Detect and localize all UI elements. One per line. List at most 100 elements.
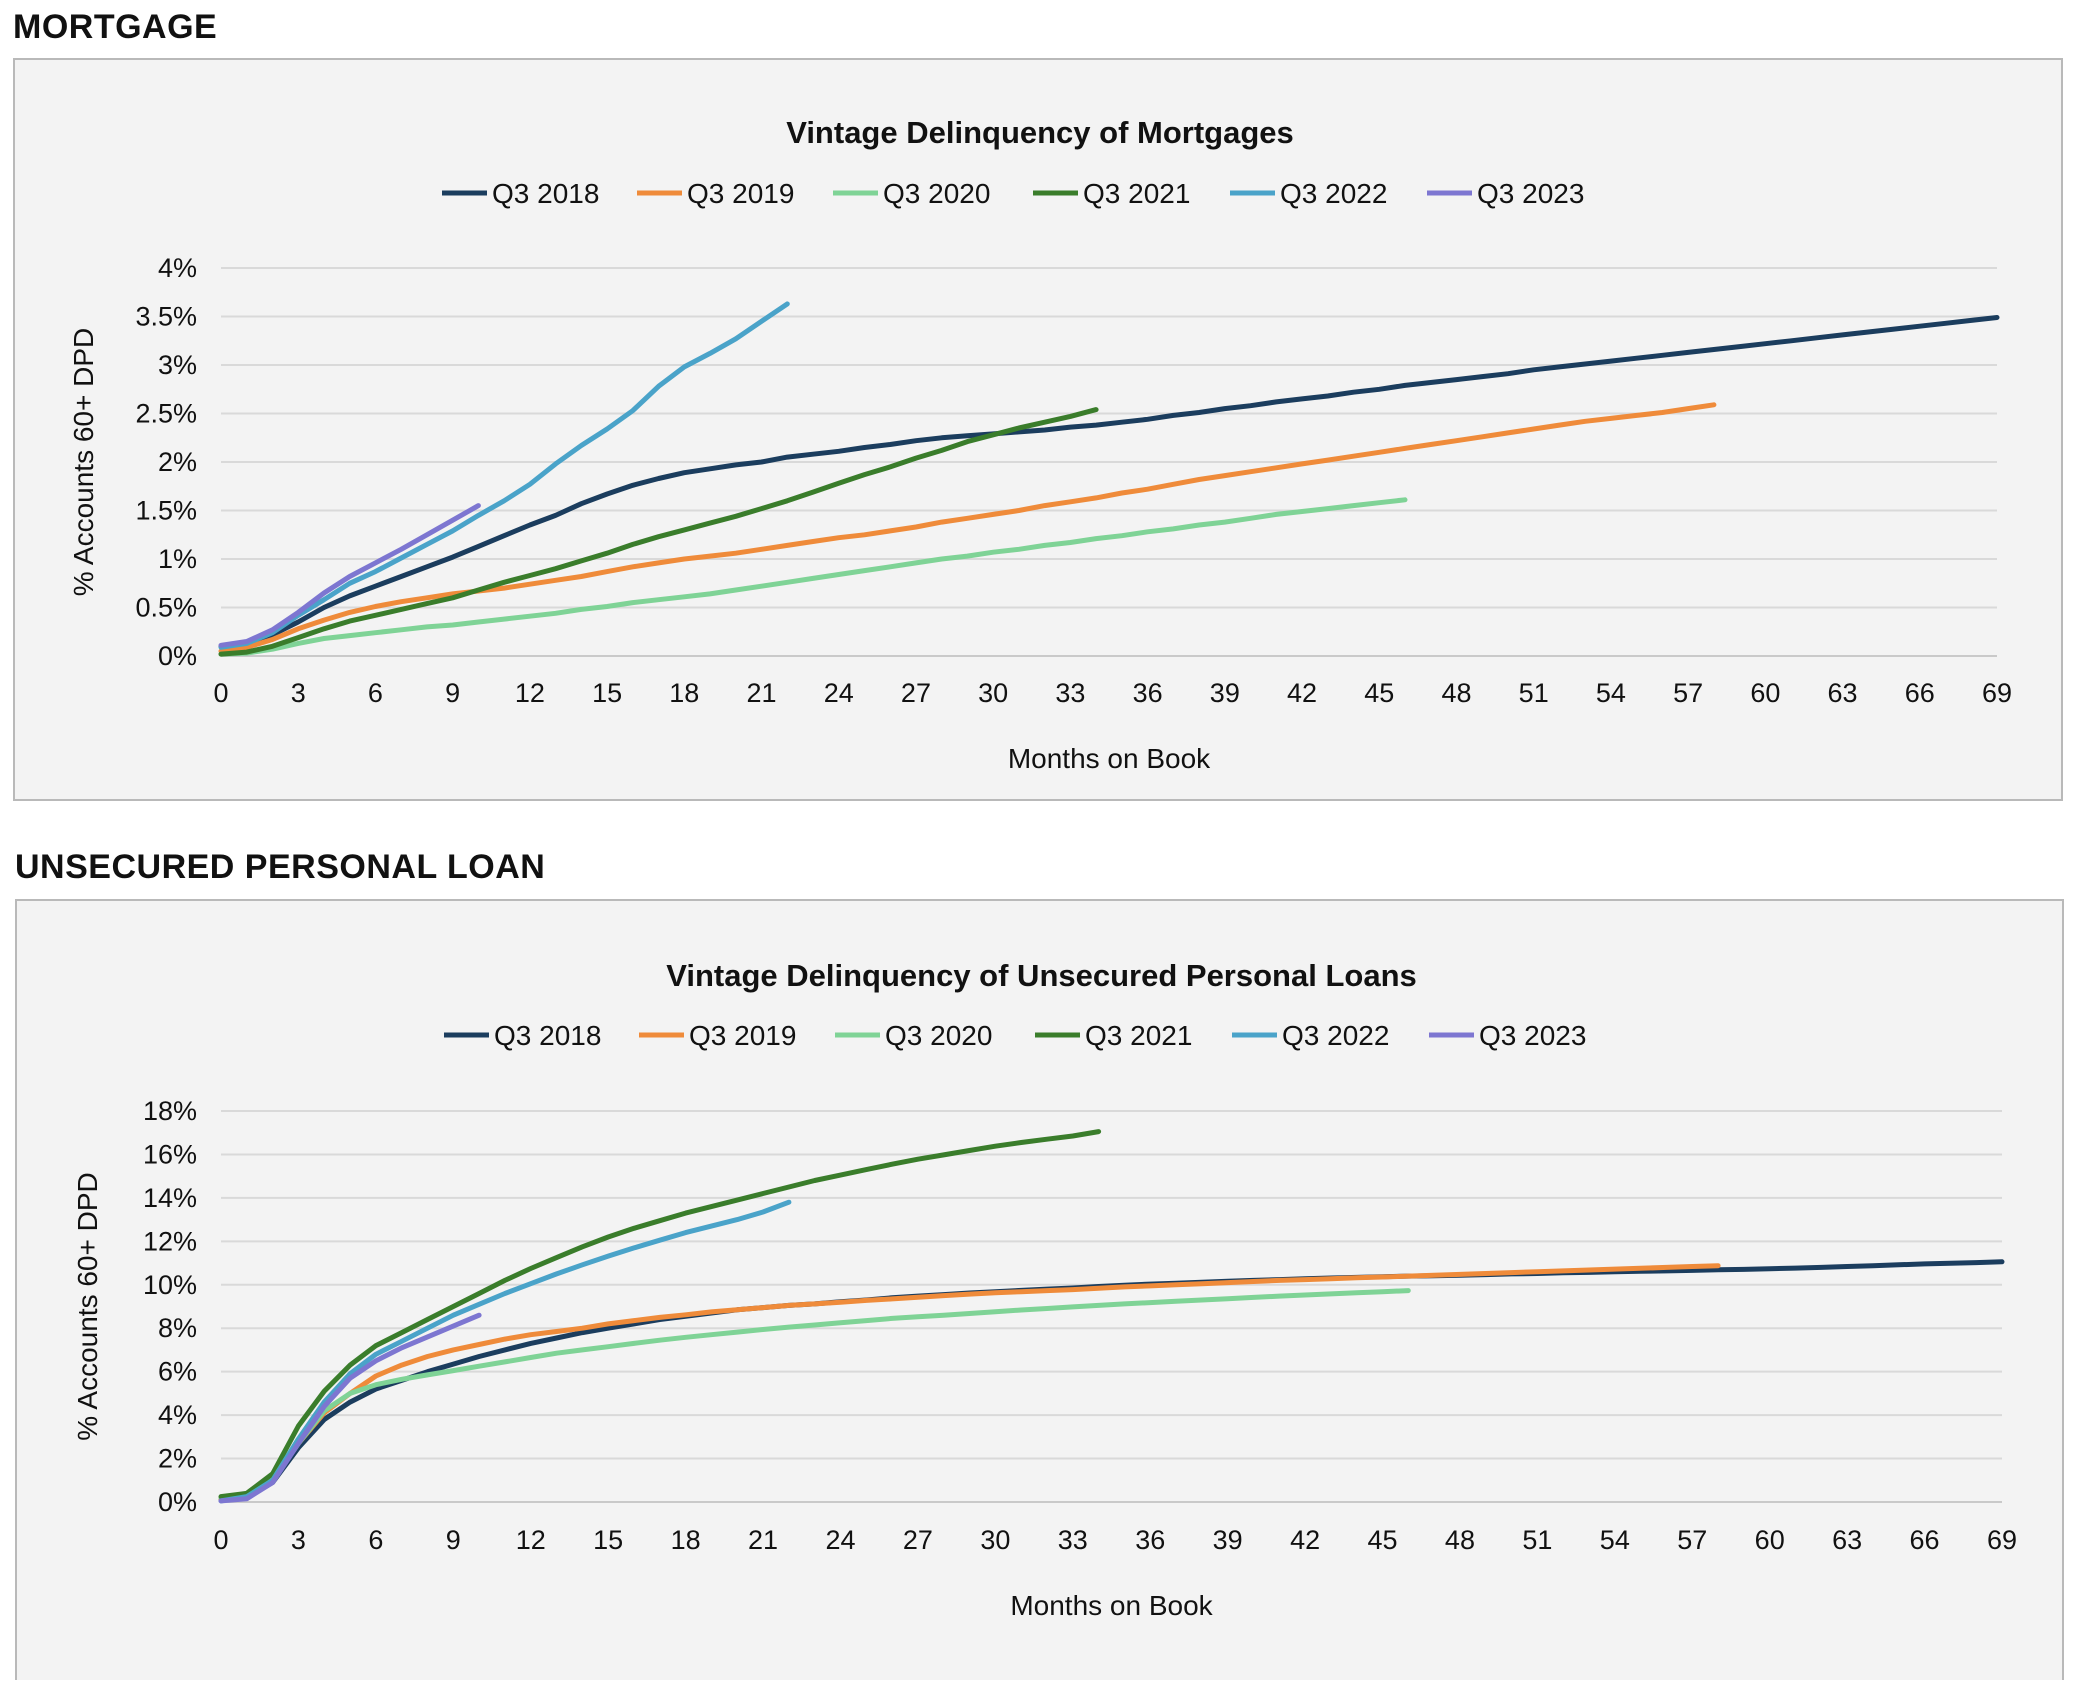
x-tick-label: 51: [1522, 1525, 1552, 1555]
legend-item: Q3 2023: [1429, 1020, 1586, 1051]
y-tick-label: 16%: [143, 1139, 197, 1169]
legend-label: Q3 2020: [883, 178, 990, 209]
legend-label: Q3 2019: [687, 178, 794, 209]
x-tick-label: 69: [1987, 1525, 2017, 1555]
legend-item: Q3 2020: [833, 178, 990, 209]
y-tick-label: 1.5%: [135, 496, 197, 526]
y-tick-label: 10%: [143, 1270, 197, 1300]
y-tick-label: 2%: [158, 447, 197, 477]
y-axis-label: % Accounts 60+ DPD: [68, 328, 99, 596]
x-tick-label: 54: [1596, 678, 1626, 708]
section-heading-mortgage: MORTGAGE: [13, 8, 218, 46]
y-tick-label: 12%: [143, 1226, 197, 1256]
x-tick-label: 12: [516, 1525, 546, 1555]
x-tick-label: 27: [903, 1525, 933, 1555]
x-tick-label: 69: [1982, 678, 2012, 708]
y-tick-label: 4%: [158, 1400, 197, 1430]
series-line: [218, 503, 481, 648]
series-line: [218, 407, 1099, 657]
x-tick-label: 6: [368, 1525, 383, 1555]
x-tick-label: 12: [515, 678, 545, 708]
legend-item: Q3 2020: [835, 1020, 992, 1051]
legend-item: Q3 2019: [639, 1020, 796, 1051]
x-tick-label: 30: [978, 678, 1008, 708]
y-tick-label: 0%: [158, 641, 197, 671]
unsecured-loan-chart-panel: Vintage Delinquency of Unsecured Persona…: [15, 899, 2064, 1680]
x-axis-label: Months on Book: [1008, 743, 1211, 774]
x-tick-label: 9: [446, 1525, 461, 1555]
x-tick-label: 18: [671, 1525, 701, 1555]
legend-item: Q3 2019: [637, 178, 794, 209]
mortgage-chart-panel: Vintage Delinquency of Mortgages Q3 2018 Q…: [13, 58, 2063, 801]
legend-item: Q3 2021: [1033, 178, 1190, 209]
series-line: [218, 301, 790, 650]
chart-title: Vintage Delinquency of Mortgages: [786, 115, 1294, 150]
series-line: [218, 1288, 1411, 1501]
y-tick-label: 6%: [158, 1357, 197, 1387]
legend-item: Q3 2022: [1232, 1020, 1389, 1051]
x-tick-label: 42: [1287, 678, 1317, 708]
x-tick-label: 39: [1210, 678, 1240, 708]
section-heading-unsecured-personal-loan: UNSECURED PERSONAL LOAN: [15, 848, 546, 886]
series-line: [218, 315, 2000, 649]
x-tick-label: 57: [1677, 1525, 1707, 1555]
y-tick-label: 1%: [158, 544, 197, 574]
x-tick-label: 15: [592, 678, 622, 708]
y-tick-label: 0%: [158, 1487, 197, 1517]
x-tick-label: 0: [213, 678, 228, 708]
legend-item: Q3 2018: [444, 1020, 601, 1051]
x-tick-label: 18: [669, 678, 699, 708]
chart-title: Vintage Delinquency of Unsecured Persona…: [666, 958, 1417, 993]
legend-label: Q3 2019: [689, 1020, 796, 1051]
legend-item: Q3 2021: [1035, 1020, 1192, 1051]
y-axis-label: % Accounts 60+ DPD: [72, 1172, 103, 1440]
series-line: [218, 1312, 482, 1504]
legend-item: Q3 2023: [1427, 178, 1584, 209]
x-tick-label: 24: [825, 1525, 855, 1555]
series-line: [218, 1263, 1721, 1503]
x-tick-label: 24: [824, 678, 854, 708]
legend-item: Q3 2022: [1230, 178, 1387, 209]
y-tick-label: 14%: [143, 1183, 197, 1213]
x-tick-label: 39: [1213, 1525, 1243, 1555]
y-tick-label: 4%: [158, 253, 197, 283]
x-tick-label: 15: [593, 1525, 623, 1555]
mortgage-chart: Vintage Delinquency of Mortgages Q3 2018 Q…: [68, 115, 2012, 774]
x-tick-label: 63: [1832, 1525, 1862, 1555]
x-tick-label: 63: [1828, 678, 1858, 708]
x-tick-label: 33: [1055, 678, 1085, 708]
legend-label: Q3 2022: [1282, 1020, 1389, 1051]
x-tick-label: 54: [1600, 1525, 1630, 1555]
legend-label: Q3 2020: [885, 1020, 992, 1051]
y-tick-label: 8%: [158, 1313, 197, 1343]
x-tick-label: 9: [445, 678, 460, 708]
x-tick-label: 66: [1905, 678, 1935, 708]
series-line: [218, 497, 1408, 657]
series-line: [218, 1259, 2005, 1503]
x-tick-label: 66: [1910, 1525, 1940, 1555]
x-tick-label: 21: [746, 678, 776, 708]
x-tick-label: 30: [980, 1525, 1010, 1555]
legend-label: Q3 2022: [1280, 178, 1387, 209]
x-tick-label: 36: [1133, 678, 1163, 708]
x-tick-label: 60: [1755, 1525, 1785, 1555]
x-tick-label: 45: [1364, 678, 1394, 708]
x-tick-label: 60: [1750, 678, 1780, 708]
x-tick-label: 3: [291, 1525, 306, 1555]
y-tick-label: 2.5%: [135, 399, 197, 429]
x-tick-label: 21: [748, 1525, 778, 1555]
x-tick-label: 48: [1441, 678, 1471, 708]
x-tick-label: 51: [1519, 678, 1549, 708]
unsecured-loan-chart: Vintage Delinquency of Unsecured Persona…: [72, 958, 2017, 1621]
y-tick-label: 18%: [143, 1096, 197, 1126]
series-line: [218, 1129, 1102, 1500]
x-tick-label: 3: [291, 678, 306, 708]
y-tick-label: 2%: [158, 1444, 197, 1474]
legend-label: Q3 2023: [1479, 1020, 1586, 1051]
x-tick-label: 45: [1367, 1525, 1397, 1555]
legend-label: Q3 2023: [1477, 178, 1584, 209]
x-tick-label: 48: [1445, 1525, 1475, 1555]
legend-label: Q3 2021: [1085, 1020, 1192, 1051]
x-tick-label: 36: [1135, 1525, 1165, 1555]
x-tick-label: 57: [1673, 678, 1703, 708]
